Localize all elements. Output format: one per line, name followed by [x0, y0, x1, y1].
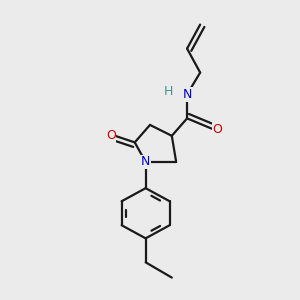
- Text: O: O: [106, 129, 116, 142]
- Text: N: N: [141, 155, 150, 169]
- Text: H: H: [164, 85, 173, 98]
- Text: N: N: [182, 88, 192, 101]
- Text: O: O: [213, 123, 223, 136]
